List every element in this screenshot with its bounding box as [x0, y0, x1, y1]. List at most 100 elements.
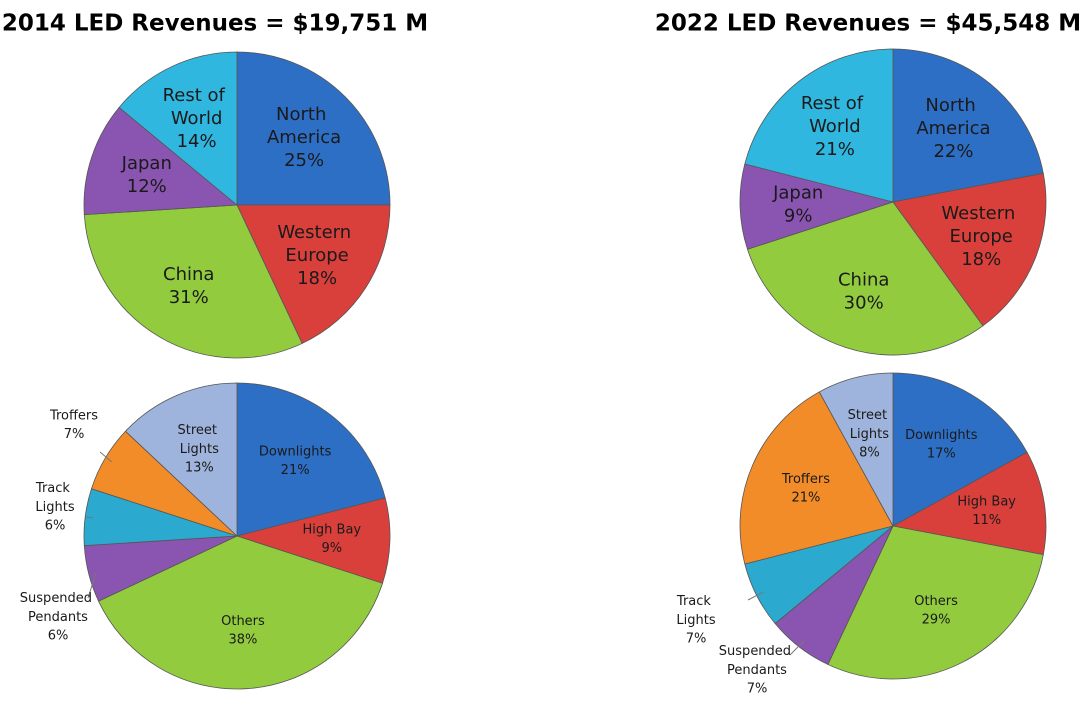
slice-label-line: Rest of — [801, 93, 869, 114]
pie-slice — [236, 204, 391, 344]
slice-label-line: Suspended — [20, 591, 96, 606]
leader-line — [747, 591, 764, 601]
value-label: 14% — [177, 131, 217, 152]
pie-slice — [891, 451, 1047, 556]
pie-slice — [739, 163, 895, 250]
slice-label: Downlights — [259, 444, 332, 459]
slice-label: Troffers — [49, 408, 98, 423]
slice-label-line: Track — [35, 481, 74, 496]
slice-label: Suspended Pendants — [719, 644, 795, 678]
slice-label-line: Downlights — [905, 427, 978, 442]
slice-label: Suspended Pendants — [20, 591, 96, 625]
slice-label-line: Japan — [772, 182, 823, 203]
slice-label: China — [163, 264, 214, 285]
slice-label: High Bay — [957, 494, 1016, 509]
leader-line — [85, 516, 93, 519]
slice-label: Others — [914, 594, 958, 609]
slice-label-line: North — [925, 95, 981, 116]
slice-label-line: China — [838, 270, 889, 291]
value-label: 13% — [185, 460, 214, 475]
value-label: 22% — [933, 141, 973, 162]
slice-label-line: Lights — [850, 427, 889, 442]
value-label: 17% — [927, 446, 956, 461]
pie-slice — [892, 172, 1047, 327]
pie-slice — [827, 525, 1044, 680]
pie-slice — [739, 391, 894, 565]
slice-label: High Bay — [303, 522, 362, 537]
slice-label: Downlights — [905, 427, 978, 442]
pie-slice — [124, 382, 238, 537]
slice-label-line: China — [163, 264, 214, 285]
slice-label: Western Europe — [941, 203, 1021, 247]
slice-label: Street Lights — [178, 422, 222, 456]
slice-label: Others — [221, 614, 265, 629]
slice-label-line: Street — [178, 422, 222, 437]
value-label: 31% — [169, 287, 209, 308]
slice-label-line: World — [809, 116, 861, 137]
value-label: 12% — [127, 176, 167, 197]
slice-label-line: Japan — [121, 153, 172, 174]
value-label: 38% — [229, 633, 258, 648]
chart-title: 2022 LED Revenues = $45,548 M — [655, 11, 1081, 37]
pie-slice — [83, 106, 239, 216]
slice-label-line: Lights — [676, 613, 715, 628]
slice-label: Rest of World — [163, 85, 231, 129]
value-label: 8% — [859, 446, 880, 461]
slice-label-line: Street — [848, 408, 892, 423]
slice-label: Japan — [772, 182, 823, 203]
slice-label-line: Troffers — [781, 471, 830, 486]
slice-label-line: Europe — [950, 226, 1013, 247]
value-label: 30% — [844, 293, 884, 314]
pie-slice — [83, 204, 303, 359]
pie-slice — [892, 372, 1028, 527]
value-label: 9% — [322, 541, 343, 556]
slice-label-line: Lights — [180, 441, 219, 456]
slice-label-line: Others — [914, 594, 958, 609]
slice-label-line: Western — [941, 203, 1021, 224]
leader-line — [789, 640, 805, 656]
pie-slice — [746, 201, 984, 356]
pie-slice — [236, 51, 391, 206]
slice-label-line: Rest of — [163, 85, 231, 106]
value-label: 21% — [791, 490, 820, 505]
slice-label-line: Pendants — [28, 610, 88, 625]
slice-label-line: World — [171, 108, 223, 129]
slice-label-line: Track — [676, 594, 715, 609]
slice-label: Troffers — [781, 471, 830, 486]
slice-label-line: Lights — [35, 500, 74, 515]
slice-label-line: Others — [221, 614, 265, 629]
value-label: 18% — [297, 268, 337, 289]
slice-label: Rest of World — [801, 93, 869, 137]
slice-label: Track Lights — [35, 481, 75, 515]
pie-slice — [236, 382, 386, 537]
chart-title: 2014 LED Revenues = $19,751 M — [2, 11, 428, 37]
value-label: 11% — [972, 513, 1001, 528]
leader-line — [87, 571, 97, 599]
pie-slice — [744, 48, 894, 203]
slice-label: Street Lights — [848, 408, 892, 442]
slice-label-line: Suspended — [719, 644, 795, 659]
slice-label-line: High Bay — [303, 522, 362, 537]
slice-label: Japan — [121, 153, 172, 174]
slice-label-line: North — [276, 104, 332, 125]
value-label: 18% — [961, 249, 1001, 270]
slice-label-line: America — [267, 127, 341, 148]
slice-label-line: Europe — [285, 245, 348, 266]
slice-label: North America — [267, 104, 341, 148]
value-label: 7% — [64, 427, 85, 442]
slice-label: China — [838, 270, 889, 291]
leader-line — [99, 451, 113, 463]
slice-label-line: Western — [277, 222, 357, 243]
slice-label-line: Downlights — [259, 444, 332, 459]
pie-slice — [118, 51, 238, 206]
value-label: 6% — [48, 629, 69, 644]
slice-label: Track Lights — [676, 594, 716, 628]
value-label: 7% — [686, 632, 707, 647]
pie-slice — [892, 48, 1044, 203]
pie-slice — [818, 372, 894, 527]
value-label: 21% — [815, 139, 855, 160]
slice-label: Western Europe — [277, 222, 357, 266]
value-label: 29% — [922, 613, 951, 628]
slice-label-line: Pendants — [727, 663, 787, 678]
